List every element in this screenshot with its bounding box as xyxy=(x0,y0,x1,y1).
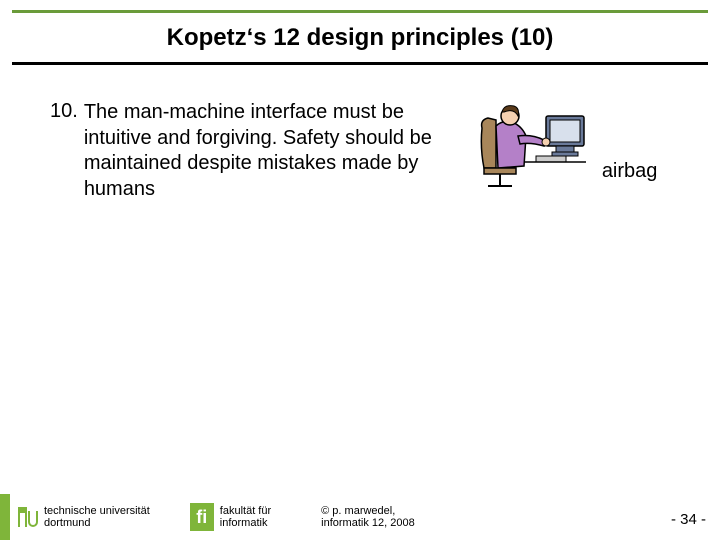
title-underline xyxy=(12,62,708,65)
faculty-line2: informatik xyxy=(220,517,271,529)
body-row: 10. The man-machine interface must be in… xyxy=(50,100,710,202)
faculty-line1: fakultät für xyxy=(220,505,271,517)
university-line1: technische universität xyxy=(44,505,150,517)
body-text: The man-machine interface must be intuit… xyxy=(84,100,464,202)
tu-logo-icon xyxy=(18,507,38,527)
university-name: technische universität dortmund xyxy=(44,505,150,529)
top-accent-rule xyxy=(12,10,708,13)
faculty-logo: fi fakultät für informatik xyxy=(190,503,271,531)
copyright-line2: informatik 12, 2008 xyxy=(321,517,415,529)
copyright: © p. marwedel, informatik 12, 2008 xyxy=(321,505,415,529)
tu-dortmund-logo: technische universität dortmund xyxy=(18,505,150,529)
university-line2: dortmund xyxy=(44,517,150,529)
footer-accent-bar xyxy=(0,494,10,540)
fi-logo-icon: fi xyxy=(190,503,214,531)
page-number: - 34 - xyxy=(671,511,706,528)
footer: technische universität dortmund fi fakul… xyxy=(0,494,720,540)
list-number: 10. xyxy=(50,100,78,123)
copyright-line1: © p. marwedel, xyxy=(321,505,415,517)
illustration-caption: airbag xyxy=(602,160,658,183)
slide-title: Kopetz‘s 12 design principles (10) xyxy=(0,24,720,52)
airbag-illustration xyxy=(474,98,594,193)
faculty-name: fakultät für informatik xyxy=(220,505,271,529)
